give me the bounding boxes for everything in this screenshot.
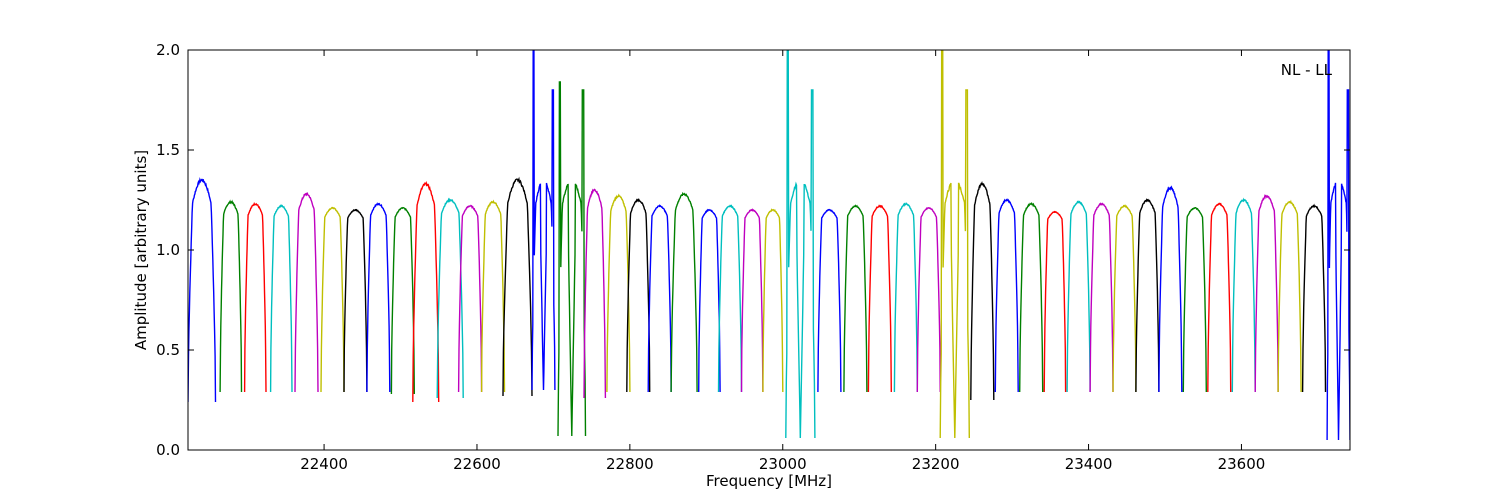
spectrum-trace: [1254, 194, 1279, 393]
x-tick-label: 23200: [912, 455, 960, 473]
x-tick-label: 23400: [1065, 455, 1113, 473]
spectrum-trace: [939, 50, 970, 439]
spectrum-trace: [1135, 198, 1160, 393]
spectrum-trace: [412, 181, 440, 403]
plot-frame: [187, 49, 1351, 451]
spectrum-trace: [994, 198, 1019, 393]
y-tick-label: 1.0: [156, 241, 180, 259]
spectrum-trace: [762, 208, 784, 393]
annotation-text: NL - LL: [1281, 61, 1333, 79]
x-tick-label: 23600: [1218, 455, 1266, 473]
y-tick-label: 1.5: [156, 141, 180, 159]
spectrum-trace: [1182, 207, 1207, 393]
spectrum-trace: [557, 81, 587, 437]
y-tick-label: 2.0: [156, 41, 180, 59]
spectrum-trace: [698, 208, 721, 393]
spectrum-trace: [893, 202, 918, 393]
x-tick-label: 22400: [300, 455, 348, 473]
spectrum-trace: [480, 199, 506, 393]
spectrum-trace: [740, 208, 764, 393]
spectrum-trace: [1301, 203, 1327, 393]
spectrum-trace: [1277, 199, 1302, 393]
spectrum-trace: [531, 50, 556, 391]
spectrum-trace: [843, 204, 868, 393]
spectrum-trace: [626, 198, 651, 393]
spectrum-trace: [1158, 185, 1183, 393]
spectrum-trace: [1207, 202, 1232, 393]
spectrum-trace: [219, 199, 243, 393]
spectrum-trace: [1089, 202, 1114, 393]
spectrum-trace: [867, 204, 892, 393]
x-tick-label: 23000: [759, 455, 807, 473]
spectrum-trace: [1043, 210, 1067, 393]
spectrum-trace: [294, 192, 319, 393]
spectrum-trace: [390, 206, 415, 395]
x-tick-label: 22800: [606, 455, 654, 473]
spectrum-trace: [243, 201, 267, 393]
spectrum-trace: [583, 188, 607, 399]
spectrum-trace: [606, 193, 631, 393]
trace-layer: [188, 50, 1350, 441]
spectrum-trace: [502, 176, 533, 397]
y-axis-ticks: 0.0 0.5 1.0 1.5 2.0: [156, 41, 1350, 459]
spectrum-trace: [1112, 204, 1137, 393]
spectrum-trace: [1231, 197, 1256, 393]
spectrum-trace: [320, 206, 345, 393]
y-tick-label: 0.0: [156, 441, 180, 459]
spectrum-trace: [1019, 201, 1044, 393]
spectrum-trace: [817, 208, 842, 393]
y-axis-label: Amplitude [arbitrary units]: [132, 150, 150, 350]
x-axis-label: Frequency [MHz]: [706, 472, 832, 490]
x-axis-ticks: 22400 22600 22800 23000 23200 23400 23600: [300, 50, 1265, 473]
spectrum-trace: [343, 208, 368, 393]
spectrum-trace: [366, 202, 391, 393]
spectrum-trace: [970, 180, 995, 401]
spectrum-trace: [436, 197, 464, 399]
spectrum-trace: [1066, 200, 1091, 393]
spectrum-trace: [188, 177, 217, 403]
spectrum-trace: [647, 204, 672, 393]
spectrum-trace: [670, 191, 698, 393]
spectrum-trace: [785, 50, 816, 439]
spectrum-trace: [457, 204, 483, 393]
y-tick-label: 0.5: [156, 341, 180, 359]
spectrum-trace: [916, 206, 941, 393]
x-tick-label: 22600: [453, 455, 501, 473]
spectrum-trace: [717, 204, 743, 393]
spectrum-trace: [1326, 50, 1350, 441]
spectrum-trace: [269, 204, 293, 393]
